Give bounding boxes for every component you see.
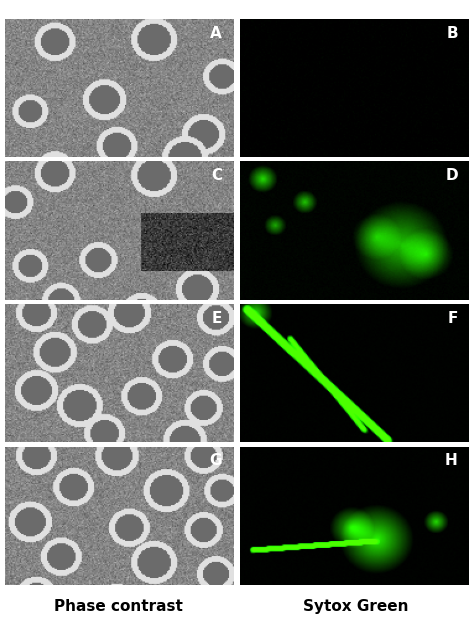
Text: D: D xyxy=(445,169,458,184)
Text: H: H xyxy=(445,454,458,469)
Text: G: G xyxy=(210,454,222,469)
Text: Sytox Green: Sytox Green xyxy=(303,599,408,615)
Text: Phase contrast: Phase contrast xyxy=(54,599,183,615)
Text: A: A xyxy=(210,26,222,41)
Text: C: C xyxy=(211,169,222,184)
Text: E: E xyxy=(212,311,222,326)
Text: F: F xyxy=(447,311,458,326)
Text: B: B xyxy=(446,26,458,41)
